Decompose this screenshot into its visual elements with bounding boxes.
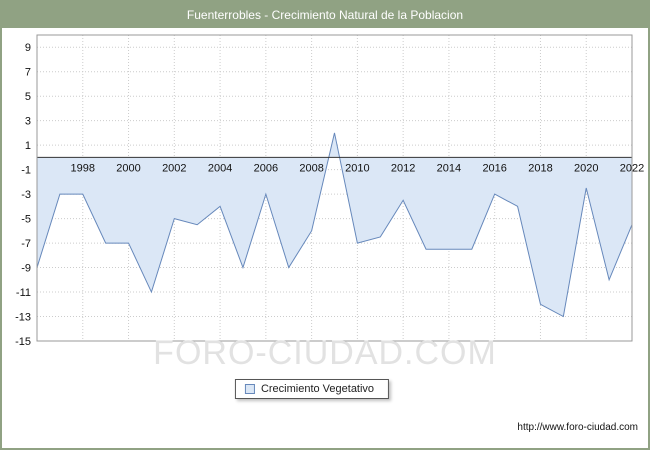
legend-label: Crecimiento Vegetativo: [260, 383, 375, 395]
svg-text:7: 7: [25, 67, 31, 79]
svg-text:2022: 2022: [620, 162, 644, 174]
svg-text:2012: 2012: [391, 162, 415, 174]
svg-text:2000: 2000: [116, 162, 140, 174]
legend-swatch-icon: [244, 384, 255, 394]
source-url: http://www.foro-ciudad.com: [517, 422, 638, 433]
svg-text:2010: 2010: [345, 162, 369, 174]
svg-text:1: 1: [25, 140, 31, 152]
svg-text:2020: 2020: [574, 162, 598, 174]
svg-text:2008: 2008: [299, 162, 323, 174]
svg-text:1998: 1998: [71, 162, 95, 174]
chart-title-bar: Fuenterrobles - Crecimiento Natural de l…: [2, 2, 648, 28]
svg-text:-3: -3: [21, 189, 31, 201]
svg-text:-13: -13: [15, 312, 31, 324]
svg-text:2006: 2006: [254, 162, 278, 174]
svg-text:-11: -11: [16, 287, 31, 299]
svg-text:2018: 2018: [528, 162, 552, 174]
svg-text:-9: -9: [21, 263, 31, 275]
svg-text:3: 3: [25, 116, 31, 128]
svg-text:2016: 2016: [482, 162, 506, 174]
chart-title: Fuenterrobles - Crecimiento Natural de l…: [186, 8, 464, 22]
legend-box: Crecimiento Vegetativo: [234, 379, 390, 399]
svg-text:2014: 2014: [437, 162, 461, 174]
svg-text:2004: 2004: [208, 162, 232, 174]
svg-text:2002: 2002: [162, 162, 186, 174]
svg-text:-15: -15: [15, 336, 31, 348]
svg-text:9: 9: [25, 42, 31, 54]
watermark-text: FORO-CIUDAD.COM: [153, 334, 497, 372]
svg-text:-5: -5: [21, 214, 31, 226]
svg-text:-7: -7: [21, 238, 31, 250]
svg-text:5: 5: [25, 91, 31, 103]
svg-text:-1: -1: [21, 165, 31, 177]
